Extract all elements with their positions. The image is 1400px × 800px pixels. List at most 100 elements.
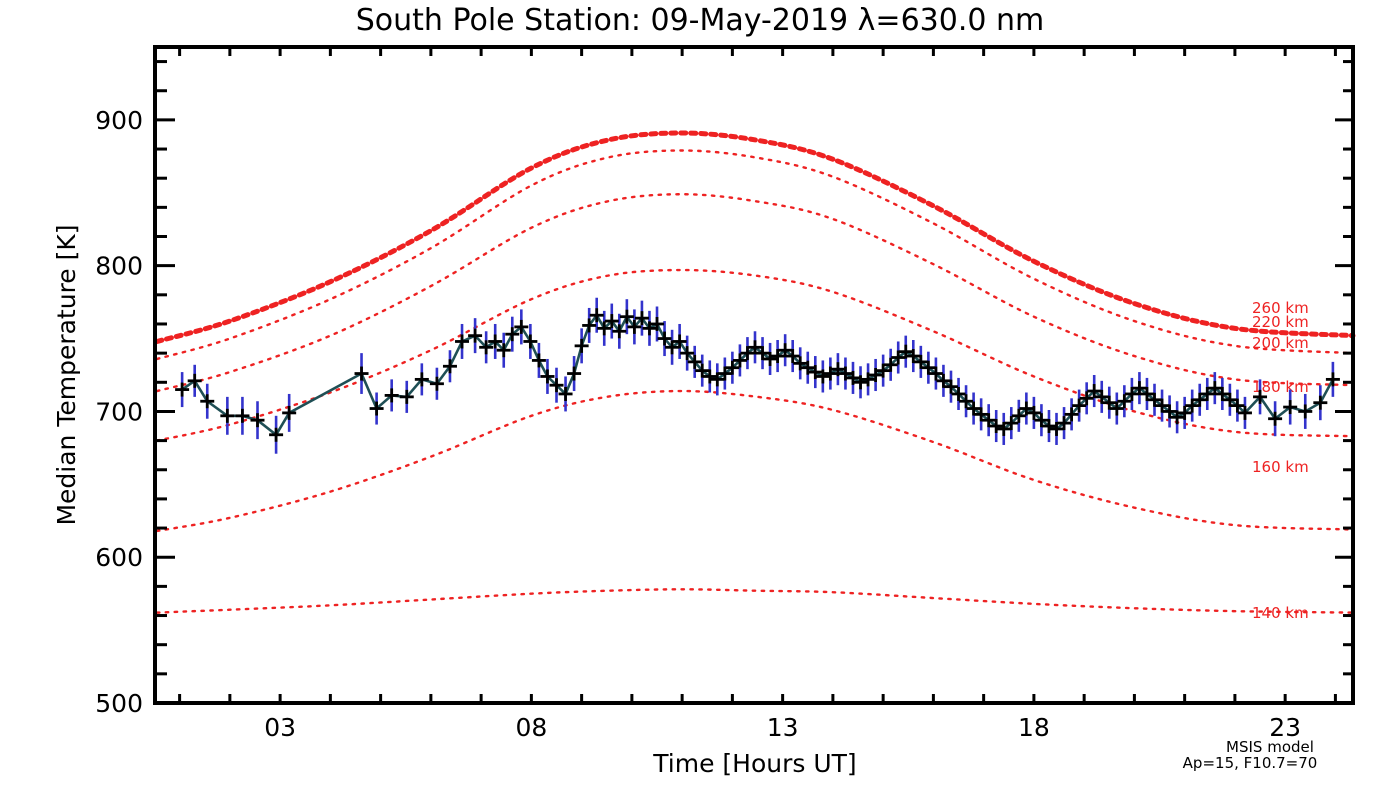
x-tick-labels: 03 08 13 18 23 (264, 713, 1301, 742)
data-point-marker (282, 405, 297, 420)
data-point-marker (687, 354, 702, 369)
data-point-marker (778, 343, 793, 358)
data-point-marker (642, 321, 657, 336)
data-point-marker (1057, 416, 1072, 431)
data-point-marker (540, 369, 555, 384)
data-point-marker (1026, 405, 1041, 420)
data-point-marker (175, 382, 190, 397)
data-point-marker (1177, 405, 1192, 420)
data-point-marker (597, 321, 612, 336)
data-point-marker (966, 401, 981, 416)
data-point-marker (861, 372, 876, 387)
altitude-label: 140 km (1252, 604, 1309, 622)
data-point-marker (1155, 398, 1170, 413)
data-point-marker (793, 356, 808, 371)
y-tick-label: 800 (95, 252, 143, 281)
data-point-marker (1200, 386, 1215, 401)
data-point-marker (740, 346, 755, 361)
data-point-marker (1079, 391, 1094, 406)
data-point-marker (523, 334, 538, 349)
data-point-marker (1170, 410, 1185, 425)
data-point-marker (868, 368, 883, 382)
data-point-marker (549, 378, 564, 393)
data-point-marker (1230, 398, 1245, 413)
data-point-marker (455, 334, 470, 349)
data-point-marker (1222, 392, 1237, 407)
x-tick-label: 03 (264, 713, 296, 742)
data-point-marker (717, 366, 732, 381)
data-point-marker (1215, 386, 1230, 401)
data-point-marker (959, 394, 974, 409)
data-point-marker (823, 366, 838, 381)
data-point-marker (1313, 395, 1328, 410)
data-point-marker (1132, 381, 1147, 396)
data-point-marker (1087, 384, 1102, 399)
data-point-markers (175, 308, 1340, 442)
data-point-marker (808, 365, 823, 380)
data-point-marker (695, 363, 710, 378)
data-point-marker (574, 338, 589, 353)
altitude-label: 160 km (1252, 458, 1309, 476)
altitude-label: 220 km (1252, 313, 1309, 331)
data-point-marker (936, 373, 951, 388)
data-point-marker (672, 334, 687, 349)
y-tick-label: 900 (95, 106, 143, 135)
data-point-marker (1185, 398, 1200, 413)
data-point-marker (891, 350, 906, 365)
data-point-marker (531, 353, 546, 368)
data-point-marker (235, 408, 250, 423)
data-point-marker (429, 376, 444, 391)
data-point-marker (399, 389, 414, 404)
data-point-marker (853, 375, 868, 390)
page-title: South Pole Station: 09-May-2019 λ=630.0 … (356, 3, 1044, 38)
data-point-marker (732, 353, 747, 368)
data-point-marker (650, 316, 665, 331)
data-point-marker (1124, 386, 1139, 401)
data-point-marker (496, 343, 511, 358)
data-point-marker (1268, 411, 1283, 426)
x-tick-label: 08 (515, 713, 547, 742)
data-point-marker (1072, 398, 1087, 413)
data-point-marker (981, 413, 996, 428)
data-point-marker (898, 344, 913, 359)
data-point-marker (619, 309, 634, 324)
data-point-marker (627, 319, 642, 334)
data-point-marker (612, 324, 627, 339)
data-point-marker (582, 318, 597, 333)
y-tick-label: 600 (95, 543, 143, 572)
data-point-marker (200, 394, 215, 409)
data-point-marker (1094, 389, 1109, 404)
data-point-marker (710, 372, 725, 387)
data-point-marker (250, 413, 265, 428)
data-point-marker (414, 372, 429, 387)
data-point-marker (1109, 401, 1124, 416)
data-point-marker (479, 340, 494, 355)
data-point-marker (830, 362, 845, 377)
data-point-marker (442, 359, 457, 374)
data-point-marker (815, 369, 830, 384)
data-point-marker (1325, 372, 1340, 387)
data-point-marker (1147, 392, 1162, 407)
axis-frame (153, 45, 1355, 705)
data-point-marker (1117, 394, 1132, 409)
data-point-marker (921, 360, 936, 375)
data-point-marker (665, 340, 680, 355)
data-point-marker (657, 331, 672, 346)
data-point-marker (220, 408, 235, 423)
data-point-marker (785, 349, 800, 364)
data-point-marker (996, 421, 1011, 436)
data-point-marker (1192, 392, 1207, 407)
data-point-marker (876, 363, 891, 378)
data-point-marker (800, 360, 815, 375)
data-point-marker (883, 357, 898, 372)
data-point-marker (845, 370, 860, 385)
data-point-marker (187, 373, 202, 388)
data-point-marker (354, 366, 369, 381)
x-tick-label: 13 (767, 713, 799, 742)
data-point-marker (1041, 419, 1056, 434)
y-axis-title: Median Temperature [K] (52, 224, 81, 525)
data-point-marker (951, 386, 966, 401)
data-point-marker (567, 366, 582, 381)
